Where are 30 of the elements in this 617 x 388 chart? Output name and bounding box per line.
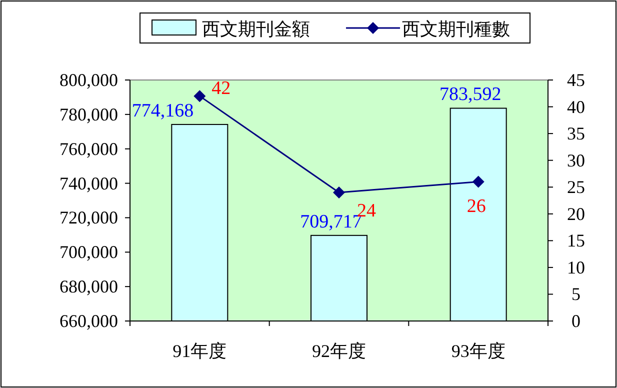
y-tick-label: 700,000 [60,242,118,262]
y2-tick-label: 40 [567,96,585,117]
y2-tick-label: 30 [567,150,585,170]
y-tick-label: 800,000 [60,70,118,90]
data-label: 26 [466,196,486,217]
y-tick-label: 680,000 [60,276,118,297]
y2-tick-label: 5 [572,284,580,304]
x-tick-label: 91年度 [172,341,227,361]
data-label: 783,592 [439,84,502,106]
y-tick-label: 780,000 [60,104,118,124]
y-tick-label: 760,000 [60,138,118,159]
y2-tick-label: 15 [567,230,585,251]
y-tick-label: 660,000 [60,311,118,331]
y-tick-label: 740,000 [60,173,118,194]
point [194,90,206,102]
legend-label: 西文期刊金額 [202,19,310,40]
y2-tick-label: 0 [572,311,580,331]
y2-tick-label: 35 [567,124,585,144]
y2-tick-label: 20 [567,204,585,224]
point [333,186,345,198]
x-tick-label: 93年度 [451,341,506,361]
point [472,176,484,188]
y2-tick-label: 45 [567,70,585,90]
y2-tick-label: 10 [567,257,585,278]
y2-tick-label: 25 [567,177,585,198]
data-label: 774,168 [132,100,194,122]
x-tick-label: 92年度 [312,341,366,361]
data-label: 42 [212,78,231,100]
y-tick-label: 720,000 [60,208,118,228]
legend-label: 西文期刊種數 [402,19,510,40]
